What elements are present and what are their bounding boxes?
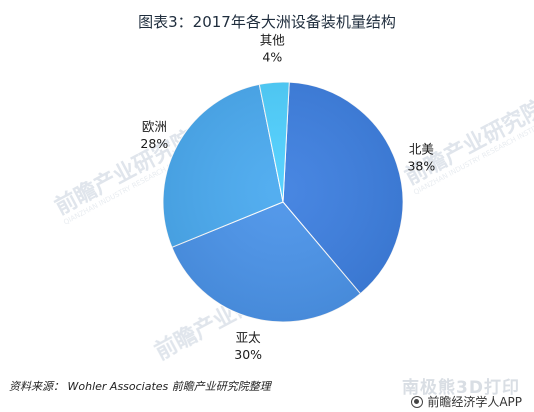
watermark-bottom-right: 南极熊3D打印 xyxy=(402,378,520,398)
chart-title: 图表3：2017年各大洲设备装机量结构 xyxy=(138,13,396,31)
slice-label-3: 其他 xyxy=(260,32,286,47)
pie-labels: 北美 38% 亚太 30% 欧洲 28% 其他 4% xyxy=(140,32,435,361)
slice-pct-0: 38% xyxy=(407,158,435,173)
qianzhan-logo-icon xyxy=(411,395,424,408)
slice-label-1: 亚太 xyxy=(236,330,262,345)
slice-pct-1: 30% xyxy=(234,347,262,362)
slice-label-2: 欧洲 xyxy=(142,119,167,134)
app-badge: 前瞻经济学人APP xyxy=(411,393,522,410)
pie-slices xyxy=(162,81,404,323)
slice-pct-3: 4% xyxy=(262,49,282,64)
app-badge-text: 前瞻经济学人APP xyxy=(427,395,522,409)
slice-label-0: 北美 xyxy=(409,141,434,156)
source-note: 资料来源： Wohler Associates 前瞻产业研究院整理 xyxy=(9,380,271,393)
slice-pct-2: 28% xyxy=(140,136,168,151)
